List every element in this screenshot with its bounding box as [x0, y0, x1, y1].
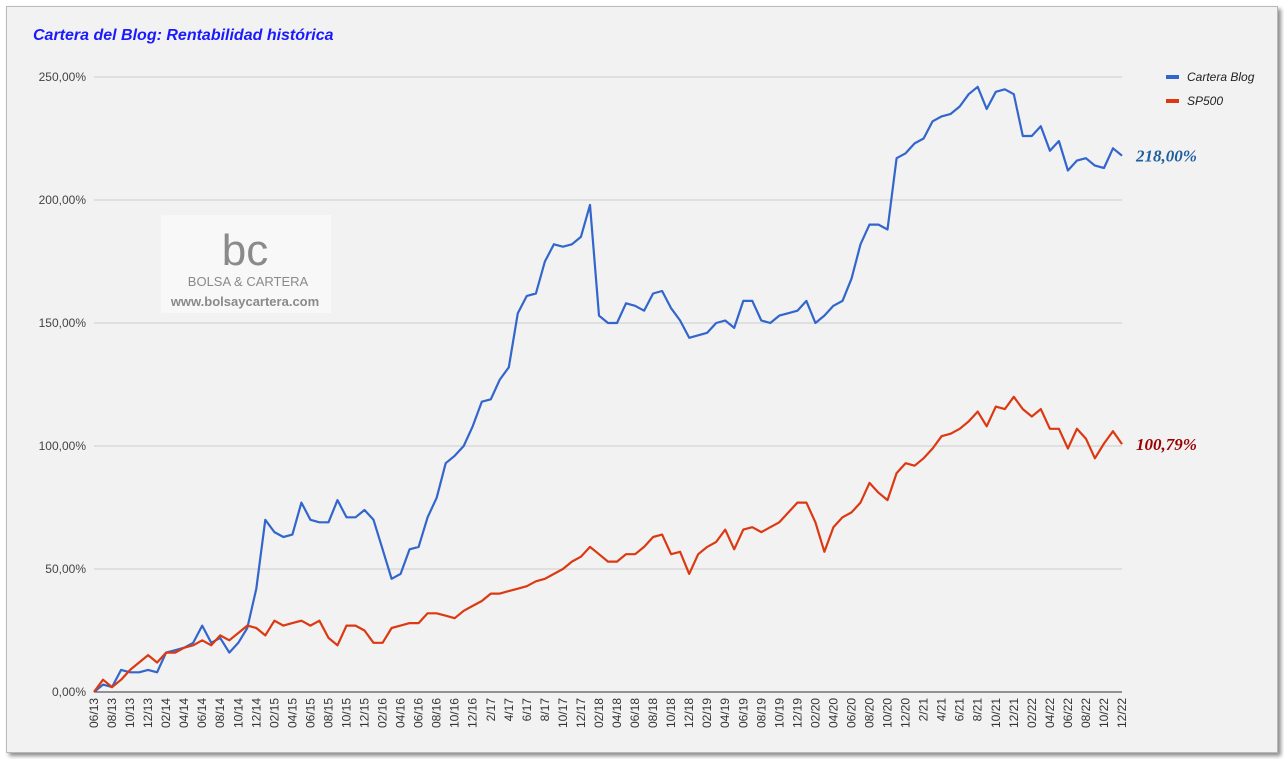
- series-lines: [93, 85, 1123, 693]
- x-tick-label: 4/17: [502, 698, 516, 722]
- x-tick-label: 6/17: [520, 698, 534, 722]
- gridlines: [94, 76, 1122, 693]
- legend-swatch: [1166, 99, 1179, 103]
- chart-title: Cartera del Blog: Rentabilidad histórica: [33, 27, 334, 44]
- series-sp500: [93, 395, 1123, 693]
- x-tick-label: 02/19: [700, 698, 714, 728]
- legend-swatch: [1166, 75, 1179, 79]
- x-tick-label: 06/13: [87, 698, 101, 728]
- x-tick-label: 2/21: [917, 698, 931, 722]
- x-tick-label: 12/16: [466, 698, 480, 728]
- legend: Cartera Blog SP500: [1166, 70, 1255, 108]
- x-tick-label: 10/22: [1097, 698, 1111, 728]
- x-tick-label: 08/13: [105, 698, 119, 728]
- x-tick-label: 06/22: [1061, 698, 1075, 728]
- watermark-logo: bc: [222, 226, 268, 275]
- y-tick-label: 0,00%: [52, 685, 86, 699]
- x-tick-label: 12/20: [899, 698, 913, 728]
- x-tick-label: 06/14: [195, 698, 209, 728]
- series-cartera-blog: [93, 85, 1123, 693]
- x-tick-label: 08/14: [213, 698, 227, 728]
- legend-item-sp500: SP500: [1166, 94, 1223, 108]
- x-tick-label: 04/18: [610, 698, 624, 728]
- x-tick-label: 04/16: [394, 698, 408, 728]
- watermark: bc BOLSA & CARTERA www.bolsaycartera.com: [161, 215, 331, 313]
- legend-item-cartera-blog: Cartera Blog: [1166, 70, 1255, 84]
- x-tick-label: 10/15: [339, 698, 353, 728]
- watermark-url: www.bolsaycartera.com: [170, 294, 319, 309]
- x-tick-label: 08/19: [754, 698, 768, 728]
- x-tick-label: 4/21: [935, 698, 949, 722]
- y-tick-label: 200,00%: [39, 193, 87, 207]
- x-tick-label: 6/21: [953, 698, 967, 722]
- x-tick-label: 08/20: [863, 698, 877, 728]
- legend-label: SP500: [1187, 94, 1223, 108]
- legend-label: Cartera Blog: [1187, 70, 1255, 84]
- end-label-sp500: 100,79%: [1136, 435, 1197, 454]
- x-tick-label: 04/19: [718, 698, 732, 728]
- y-tick-label: 100,00%: [39, 439, 87, 453]
- y-axis-ticks: 0,00% 50,00% 100,00% 150,00% 200,00% 250,00%: [39, 70, 87, 699]
- x-tick-label: 10/17: [556, 698, 570, 728]
- x-tick-label: 08/15: [321, 698, 335, 728]
- x-tick-label: 08/22: [1079, 698, 1093, 728]
- x-tick-label: 10/20: [881, 698, 895, 728]
- watermark-background: [161, 215, 331, 313]
- end-labels: 218,00% 100,79%: [1135, 147, 1197, 454]
- x-tick-label: 12/22: [1115, 698, 1129, 728]
- x-tick-label: 08/16: [430, 698, 444, 728]
- x-tick-label: 10/14: [231, 698, 245, 728]
- x-tick-label: 08/18: [646, 698, 660, 728]
- x-tick-label: 04/14: [177, 698, 191, 728]
- chart-frame: Cartera del Blog: Rentabilidad histórica…: [6, 6, 1278, 753]
- x-tick-label: 06/20: [844, 698, 858, 728]
- x-tick-label: 10/21: [989, 698, 1003, 728]
- x-tick-label: 02/18: [592, 698, 606, 728]
- series-line-cartera-blog: [93, 85, 1123, 693]
- x-axis-ticks: 06/13 08/13 10/13 12/13 02/14 04/14 06/14 08/14…: [87, 698, 1129, 728]
- x-tick-label: 12/21: [1007, 698, 1021, 728]
- series-line-sp500: [93, 395, 1123, 693]
- y-tick-label: 150,00%: [39, 316, 87, 330]
- x-tick-label: 12/14: [249, 698, 263, 728]
- x-tick-label: 02/15: [267, 698, 281, 728]
- x-tick-label: 10/16: [448, 698, 462, 728]
- x-tick-label: 8/17: [538, 698, 552, 722]
- x-tick-label: 06/18: [628, 698, 642, 728]
- x-tick-label: 04/22: [1043, 698, 1057, 728]
- end-label-cartera-blog: 218,00%: [1135, 147, 1197, 166]
- x-tick-label: 10/13: [123, 698, 137, 728]
- y-tick-label: 250,00%: [39, 70, 87, 84]
- x-tick-label: 02/22: [1025, 698, 1039, 728]
- x-tick-label: 06/15: [303, 698, 317, 728]
- x-tick-label: 02/14: [159, 698, 173, 728]
- x-tick-label: 02/20: [808, 698, 822, 728]
- x-tick-label: 04/20: [826, 698, 840, 728]
- x-tick-label: 12/15: [358, 698, 372, 728]
- x-tick-label: 10/18: [664, 698, 678, 728]
- x-tick-label: 06/19: [736, 698, 750, 728]
- line-chart: Cartera del Blog: Rentabilidad histórica…: [33, 27, 1255, 728]
- x-tick-label: 10/19: [772, 698, 786, 728]
- x-tick-label: 04/15: [285, 698, 299, 728]
- x-tick-label: 12/17: [574, 698, 588, 728]
- x-tick-label: 8/21: [971, 698, 985, 722]
- watermark-brand: BOLSA & CARTERA: [188, 274, 309, 289]
- x-tick-label: 2/17: [484, 698, 498, 722]
- x-tick-label: 12/13: [141, 698, 155, 728]
- y-tick-label: 50,00%: [45, 562, 86, 576]
- x-tick-label: 12/19: [790, 698, 804, 728]
- x-tick-label: 06/16: [412, 698, 426, 728]
- x-tick-label: 12/18: [682, 698, 696, 728]
- x-tick-label: 02/16: [376, 698, 390, 728]
